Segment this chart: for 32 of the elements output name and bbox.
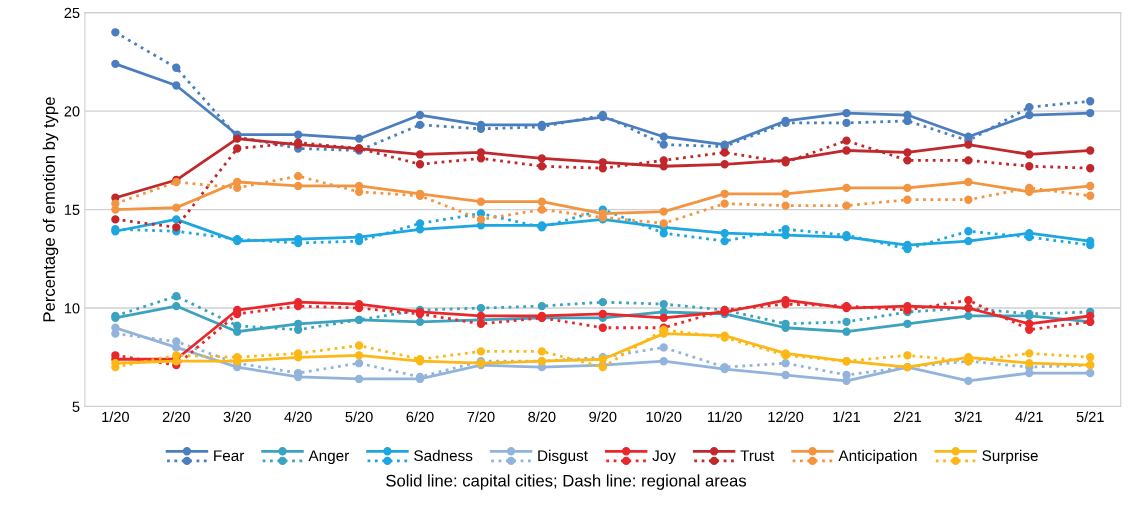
x-tick-label: 6/20 — [406, 411, 434, 423]
legend-label: Joy — [652, 450, 676, 465]
x-tick-label: 4/20 — [284, 411, 312, 423]
y-tick-label: 20 — [64, 106, 80, 117]
legend-label: Trust — [740, 450, 775, 462]
y-tick-label: 5 — [72, 401, 80, 412]
x-tick-label: 1/20 — [102, 411, 129, 423]
x-tick-label: 2/21 — [893, 411, 921, 423]
legend-label: Disgust — [538, 449, 588, 465]
x-tick-label: 5/21 — [1076, 411, 1104, 423]
y-tick-label: 25 — [64, 7, 80, 19]
y-tick-label: 10 — [64, 303, 80, 314]
x-tick-label: 11/20 — [708, 411, 742, 423]
x-tick-label: 7/20 — [467, 411, 495, 423]
x-tick-label: 8/20 — [528, 411, 556, 423]
x-tick-label: 4/21 — [1015, 411, 1043, 423]
legend-label: Anticipation — [838, 449, 917, 465]
x-tick-label: 2/20 — [162, 411, 190, 423]
x-tick-label: 9/20 — [589, 411, 617, 423]
x-tick-label: 3/20 — [223, 411, 251, 423]
legend-label: Sadness — [414, 449, 473, 462]
y-axis-title: Percentage of emotion by type — [42, 97, 59, 322]
x-tick-label: 5/20 — [345, 411, 373, 423]
text: Solid line: capital cities; Dash line: regional areas — [386, 474, 747, 490]
legend-label: Anger — [308, 450, 349, 465]
legend-label: Surprise — [982, 449, 1038, 465]
x-tick-label: 12/20 — [768, 411, 804, 423]
x-tick-label: 10/20 — [646, 411, 682, 423]
legend-label: Fear — [214, 450, 245, 462]
x-tick-label: 3/21 — [954, 411, 982, 423]
x-tick-label: 1/21 — [833, 411, 860, 423]
y-tick-label: 15 — [64, 204, 80, 215]
